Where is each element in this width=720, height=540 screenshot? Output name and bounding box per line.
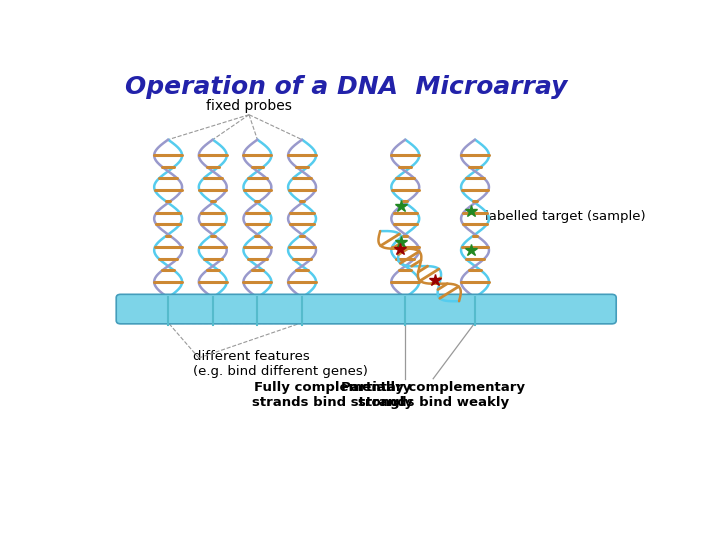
Text: labelled target (sample): labelled target (sample) [485, 210, 645, 223]
Text: Partially complementary
strands bind weakly: Partially complementary strands bind wea… [341, 381, 525, 409]
Text: different features
(e.g. bind different genes): different features (e.g. bind different … [193, 349, 368, 377]
Text: fixed probes: fixed probes [206, 99, 292, 113]
FancyBboxPatch shape [116, 294, 616, 324]
Text: Fully complementary
strands bind strongly: Fully complementary strands bind strongl… [252, 381, 413, 409]
Text: Operation of a DNA  Microarray: Operation of a DNA Microarray [125, 75, 568, 99]
